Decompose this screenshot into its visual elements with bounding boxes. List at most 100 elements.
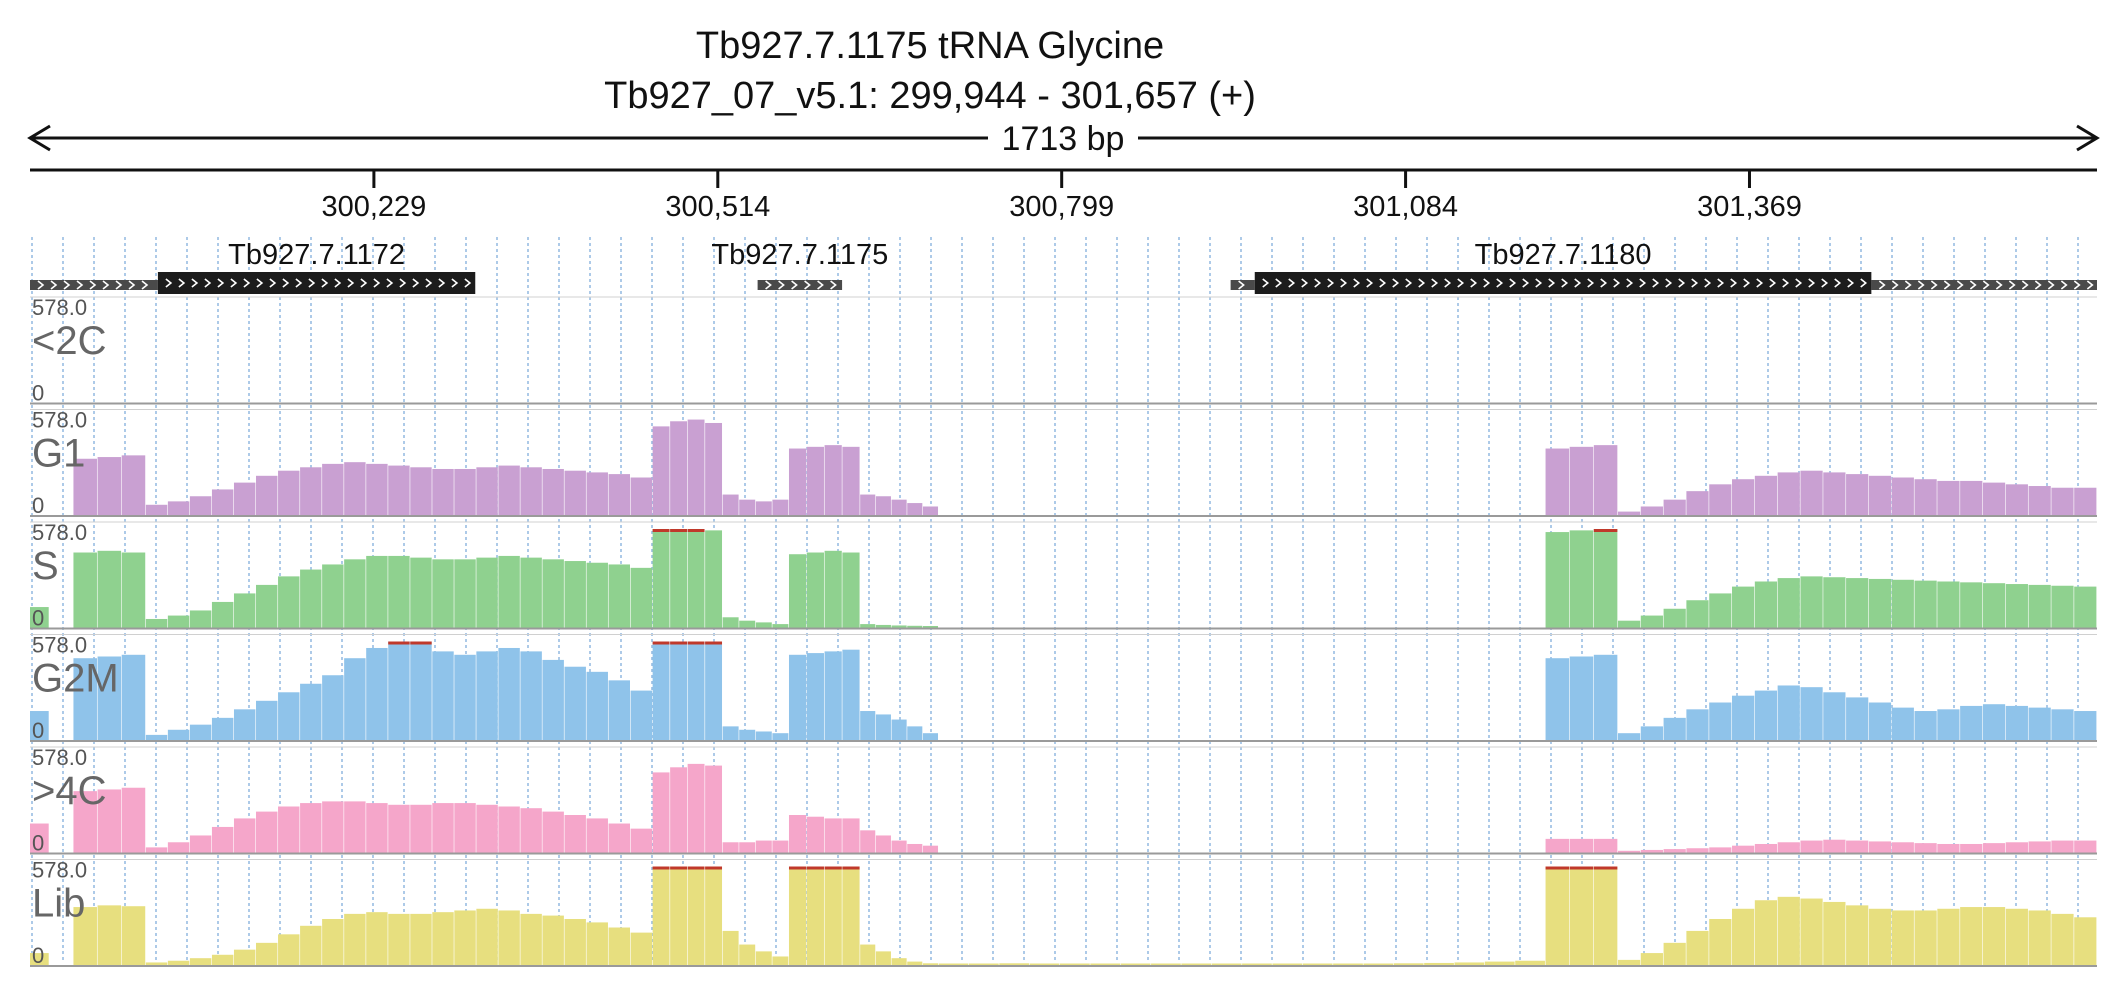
coverage-bar — [145, 962, 168, 965]
coverage-bar — [2028, 910, 2051, 965]
strand-arrow — [308, 278, 316, 288]
coverage-bar — [1593, 445, 1618, 515]
coverage-bar — [1732, 695, 1755, 740]
coverage-bar — [1333, 963, 1363, 965]
coverage-bar — [824, 866, 842, 965]
track-scale-min: 0 — [32, 943, 44, 968]
coverage-bar — [1823, 472, 1846, 515]
strand-arrow — [1509, 278, 1517, 288]
strand-arrow — [1392, 278, 1400, 288]
coverage-bar — [1732, 908, 1755, 965]
gene-model[interactable]: Tb927.7.1172 — [30, 239, 476, 294]
coverage-bar — [608, 474, 630, 515]
coverage-bar — [806, 552, 824, 628]
coverage-bar — [705, 765, 723, 853]
coverage-bar — [520, 913, 542, 965]
coverage-track: 578.0 0 <2C — [30, 295, 2097, 406]
coverage-bar — [97, 457, 122, 515]
strand-arrow — [1917, 280, 1925, 290]
track-scale-min: 0 — [32, 493, 44, 518]
coverage-bar — [860, 830, 876, 853]
strand-arrow — [1431, 278, 1439, 288]
gene-utr — [757, 280, 843, 290]
coverage-bar — [860, 711, 876, 740]
coverage-bar — [806, 866, 824, 965]
coverage-bar — [1960, 480, 1983, 515]
coverage-bar — [1593, 654, 1618, 740]
coverage-bar — [788, 448, 807, 515]
coverage-bar — [652, 772, 670, 853]
coverage-bar — [2005, 908, 2028, 965]
coverage-bar — [1709, 593, 1732, 628]
coverage-bar — [687, 419, 705, 515]
clip-indicator — [705, 866, 723, 870]
strand-arrow — [1969, 280, 1977, 290]
coverage-bar — [630, 932, 653, 965]
coverage-bar — [1982, 704, 2006, 740]
coverage-bar — [860, 494, 876, 515]
coverage-bar — [722, 930, 739, 965]
coverage-bar — [1846, 905, 1869, 965]
clip-indicator — [1545, 866, 1570, 870]
coverage-bar — [1891, 910, 1914, 965]
strand-arrow — [256, 278, 264, 288]
coverage-bar — [432, 803, 454, 853]
coverage-bar — [233, 593, 256, 628]
gene-cds — [1254, 272, 1872, 294]
coverage-bar — [366, 647, 388, 740]
coverage-bar — [1545, 448, 1570, 515]
coverage-bar — [189, 724, 212, 740]
clip-indicator — [1593, 529, 1618, 532]
strand-arrow — [102, 280, 110, 290]
coverage-bar — [1617, 959, 1641, 965]
track-scale-max: 578.0 — [32, 745, 87, 770]
coverage-bar — [520, 557, 542, 628]
coverage-bar — [1868, 702, 1892, 740]
coverage-bar — [1029, 963, 1060, 965]
coverage-bar — [520, 808, 542, 853]
coverage-bar — [542, 915, 564, 965]
gene-model[interactable]: Tb927.7.1180 — [1230, 239, 2097, 294]
coverage-bar — [1732, 479, 1755, 515]
track-name: G2M — [32, 657, 119, 701]
track-name: <2C — [32, 319, 107, 363]
clip-indicator — [687, 641, 705, 645]
clip-indicator — [652, 641, 670, 645]
coverage-bar — [891, 499, 907, 515]
gene-model[interactable]: Tb927.7.1175 — [711, 239, 888, 290]
coverage-bar — [907, 961, 923, 965]
coverage-bar — [476, 908, 498, 965]
coverage-bar — [145, 618, 168, 628]
clip-indicator — [842, 866, 860, 870]
x-tick-label: 300,514 — [665, 191, 770, 223]
coverage-bar — [454, 910, 476, 965]
coverage-bar — [1617, 511, 1641, 515]
coverage-bar — [542, 468, 564, 515]
strand-arrow — [1995, 280, 2003, 290]
strand-arrow — [1639, 278, 1647, 288]
coverage-bar — [278, 576, 300, 628]
coverage-bar — [278, 470, 300, 515]
coverage-bar — [498, 806, 520, 853]
coverage-bar — [1686, 930, 1709, 965]
strand-arrow — [1808, 278, 1816, 288]
coverage-bar — [652, 641, 670, 740]
coverage-bar — [1640, 506, 1663, 515]
coverage-bar — [1640, 615, 1663, 628]
coverage-bar — [498, 910, 520, 965]
coverage-bar — [922, 733, 939, 740]
coverage-bar — [1363, 963, 1394, 965]
span-label-bg — [988, 118, 1138, 158]
coverage-bar — [542, 811, 564, 853]
coverage-bar — [1709, 847, 1732, 853]
strand-arrow — [778, 280, 785, 290]
coverage-bar — [476, 467, 498, 515]
coverage-bar — [476, 651, 498, 740]
track-scale-max: 578.0 — [32, 633, 87, 658]
strand-arrow — [295, 278, 303, 288]
strand-arrow — [2021, 280, 2029, 290]
coverage-bar — [278, 934, 300, 965]
coverage-bar — [755, 840, 772, 853]
coverage-bar — [121, 552, 146, 628]
coverage-bar — [1823, 577, 1846, 628]
